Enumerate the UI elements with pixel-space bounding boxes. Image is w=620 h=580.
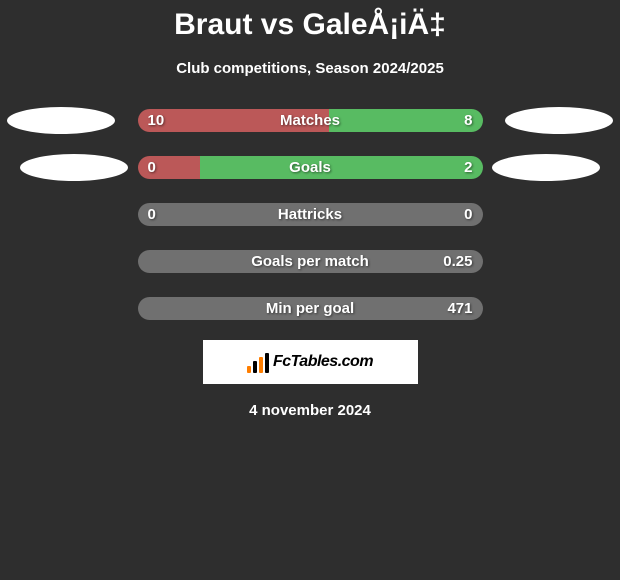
stat-label: Matches bbox=[138, 109, 483, 132]
footer-logo-text: FcTables.com bbox=[273, 353, 373, 371]
stat-bar: 0Hattricks0 bbox=[138, 203, 483, 226]
chart-icon bbox=[247, 351, 269, 373]
page-title: Braut vs GaleÅ¡iÄ‡ bbox=[0, 8, 620, 42]
stat-label: Hattricks bbox=[138, 203, 483, 226]
stat-bar: 0Goals2 bbox=[138, 156, 483, 179]
stat-right-value: 8 bbox=[464, 109, 472, 132]
stat-right-value: 2 bbox=[464, 156, 472, 179]
chart-icon-bar bbox=[247, 366, 251, 373]
stat-row: Goals per match0.25 bbox=[0, 250, 620, 273]
stat-row: Min per goal471 bbox=[0, 297, 620, 320]
comparison-container: Braut vs GaleÅ¡iÄ‡ Club competitions, Se… bbox=[0, 0, 620, 419]
stat-row: 0Goals2 bbox=[0, 156, 620, 179]
ellipse-left bbox=[7, 107, 115, 134]
stat-bar: 10Matches8 bbox=[138, 109, 483, 132]
stat-row: 10Matches8 bbox=[0, 109, 620, 132]
ellipse-right bbox=[505, 107, 613, 134]
stat-right-value: 471 bbox=[447, 297, 472, 320]
footer-date: 4 november 2024 bbox=[0, 402, 620, 419]
stat-rows: 10Matches80Goals20Hattricks0Goals per ma… bbox=[0, 109, 620, 320]
chart-icon-bar bbox=[265, 353, 269, 373]
stat-bar: Goals per match0.25 bbox=[138, 250, 483, 273]
stat-right-value: 0 bbox=[464, 203, 472, 226]
stat-label: Min per goal bbox=[138, 297, 483, 320]
ellipse-left bbox=[20, 154, 128, 181]
stat-bar: Min per goal471 bbox=[138, 297, 483, 320]
stat-right-value: 0.25 bbox=[443, 250, 472, 273]
subtitle: Club competitions, Season 2024/2025 bbox=[0, 60, 620, 77]
footer-logo: FcTables.com bbox=[203, 340, 418, 384]
ellipse-right bbox=[492, 154, 600, 181]
stat-label: Goals bbox=[138, 156, 483, 179]
chart-icon-bar bbox=[259, 357, 263, 373]
stat-row: 0Hattricks0 bbox=[0, 203, 620, 226]
chart-icon-bar bbox=[253, 361, 257, 373]
stat-label: Goals per match bbox=[138, 250, 483, 273]
